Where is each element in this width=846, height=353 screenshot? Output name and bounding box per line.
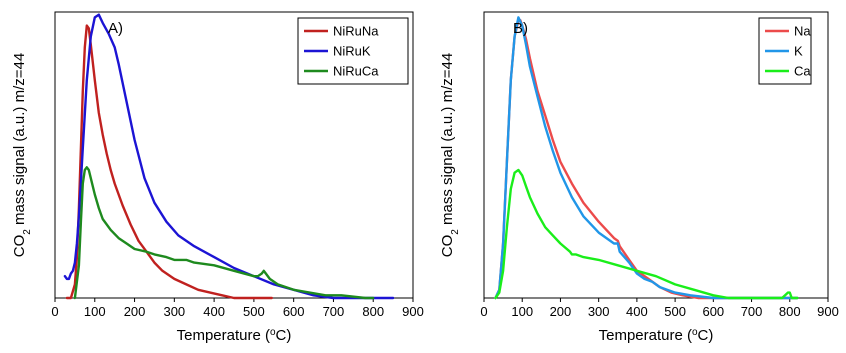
- x-tick-label: 100: [84, 304, 106, 319]
- legend-label: K: [794, 44, 803, 59]
- series-line-na: [494, 19, 799, 300]
- x-tick-label: 800: [779, 304, 801, 319]
- series-line-niruna: [65, 24, 273, 300]
- x-tick-label: 600: [702, 304, 724, 319]
- x-tick-label: 700: [323, 304, 345, 319]
- x-tick-label: 0: [480, 304, 487, 319]
- x-tick-label: 400: [626, 304, 648, 319]
- x-tick-label: 100: [511, 304, 533, 319]
- legend: Na K Ca: [758, 17, 812, 85]
- legend-label: NiRuNa: [333, 24, 379, 39]
- x-tick-label: 500: [243, 304, 265, 319]
- legend-label: NiRuCa: [333, 64, 379, 79]
- x-tick-label: 300: [163, 304, 185, 319]
- x-tick-label: 300: [588, 304, 610, 319]
- legend-label: Na: [794, 24, 811, 39]
- panel-label: A): [108, 20, 123, 37]
- x-tick-label: 200: [550, 304, 572, 319]
- x-axis-label: Temperature (oC): [599, 327, 714, 345]
- legend: NiRuNa NiRuK NiRuCa: [297, 17, 409, 85]
- y-axis-label: CO2 mass signal (a.u.) m/z=44: [11, 53, 33, 257]
- x-tick-label: 600: [283, 304, 305, 319]
- legend-label: Ca: [794, 64, 811, 79]
- chart-panel-2: 0 100 200 300 400 500 600 700 800 900 B) Na K Ca Tempe…: [439, 11, 839, 345]
- series-line-k: [494, 16, 799, 300]
- series-line-ca: [494, 168, 799, 300]
- x-tick-label: 800: [362, 304, 384, 319]
- x-tick-label: 500: [664, 304, 686, 319]
- x-tick-label: 900: [817, 304, 839, 319]
- y-axis-label: CO2 mass signal (a.u.) m/z=44: [439, 53, 461, 257]
- x-tick-label: 0: [51, 304, 58, 319]
- x-tick-label: 400: [203, 304, 225, 319]
- x-axis-label: Temperature (oC): [177, 327, 292, 345]
- x-tick-label: 200: [124, 304, 146, 319]
- series-line-niruca: [73, 166, 375, 300]
- x-tick-label: 700: [741, 304, 763, 319]
- legend-label: NiRuK: [333, 44, 371, 59]
- x-tick-label: 900: [402, 304, 424, 319]
- panel-label: B): [513, 20, 528, 37]
- plot-frame: [483, 11, 829, 299]
